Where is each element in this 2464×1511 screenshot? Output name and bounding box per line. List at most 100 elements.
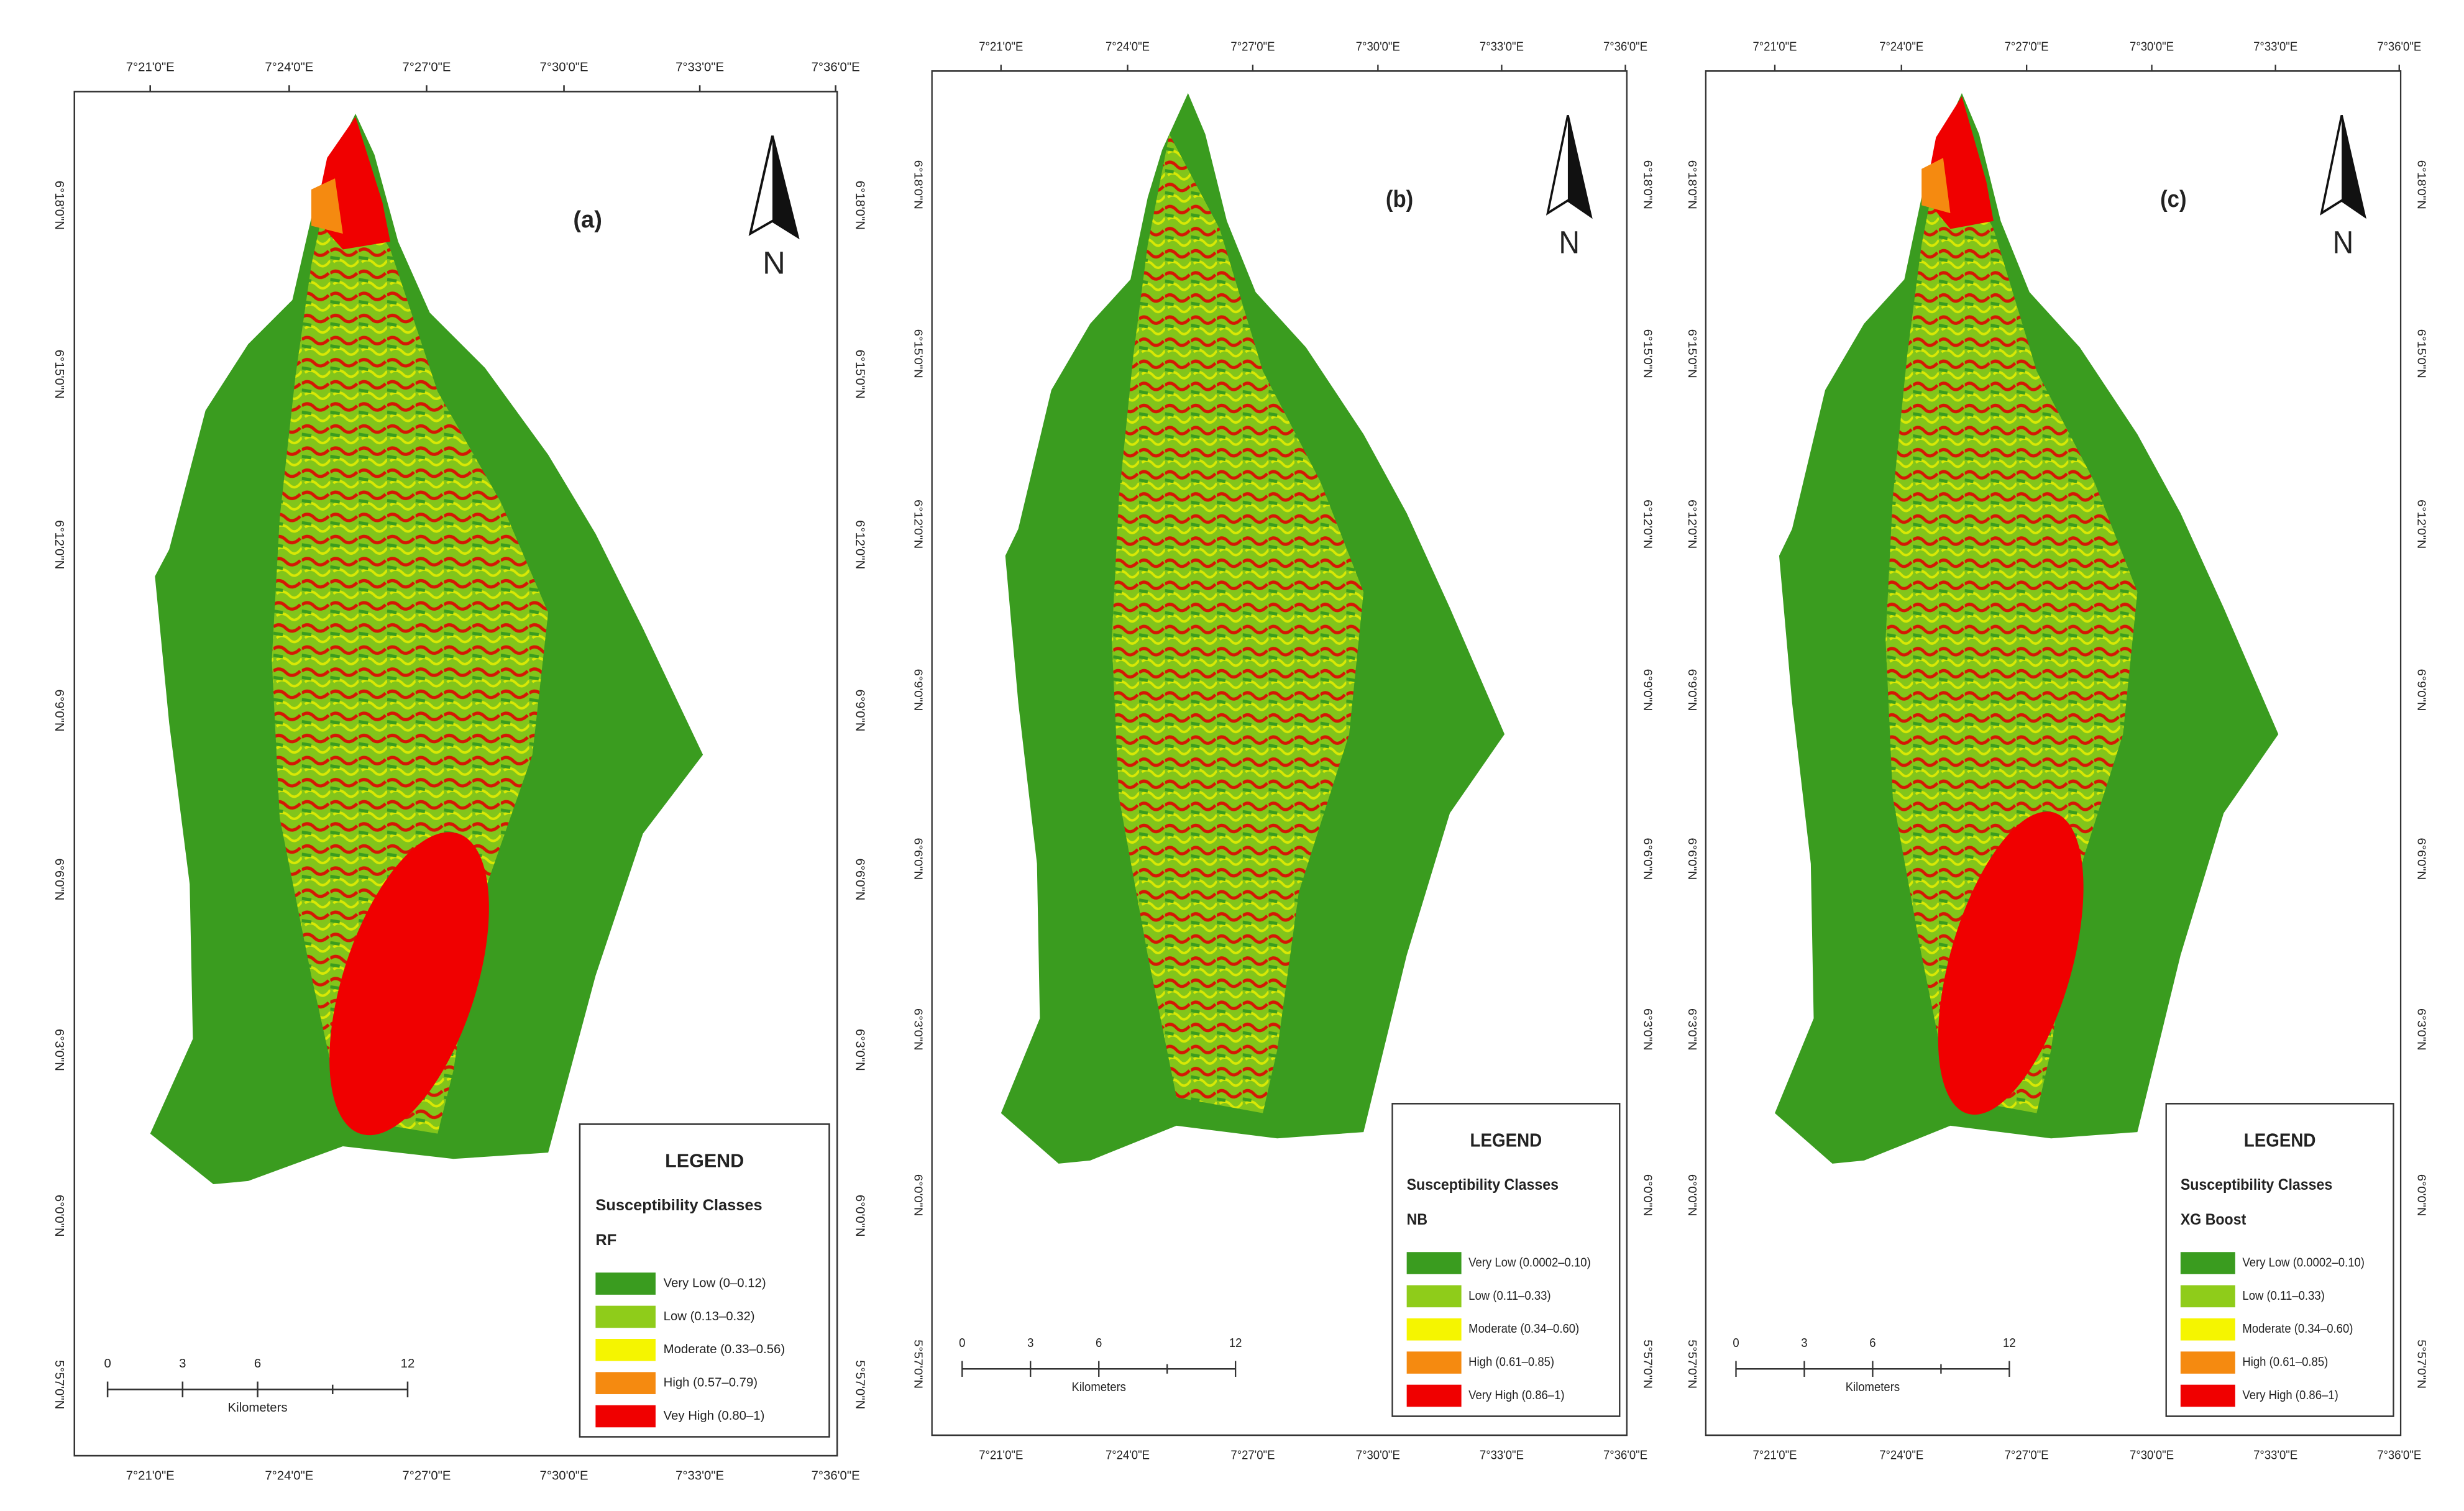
latitude-label: 6°6'0"N <box>2415 838 2428 880</box>
legend-label: Low (0.11–0.33) <box>2242 1289 2324 1303</box>
latitude-label: 6°0'0"N <box>1685 1174 1698 1217</box>
legend-swatch <box>1406 1285 1462 1308</box>
latitude-label: 6°9'0"N <box>52 690 66 732</box>
latitude-label: 6°0'0"N <box>853 1195 866 1237</box>
longitude-label: 7°24'0"E <box>1879 1448 1923 1463</box>
scale-tick-label: 0 <box>959 1336 965 1350</box>
latitude-label: 6°12'0"N <box>853 520 866 569</box>
longitude-label: 7°21'0"E <box>1752 40 1797 54</box>
scale-tick-label: 3 <box>1801 1336 1807 1350</box>
map-panel: 7°21'0"E 7°21'0"E 7°24'0"E 7°24'0"E 7°27'0"E… <box>52 61 866 1483</box>
north-arrow-shade <box>1567 115 1591 217</box>
north-label: N <box>1559 225 1580 260</box>
latitude-label: 6°9'0"N <box>1685 669 1698 711</box>
longitude-label: 7°30'0"E <box>2130 40 2174 54</box>
latitude-label: 6°18'0"N <box>1641 160 1654 209</box>
longitude-label: 7°24'0"E <box>265 1469 313 1482</box>
latitude-label: 6°9'0"N <box>853 690 866 732</box>
longitude-label: 7°24'0"E <box>265 61 313 75</box>
legend-label: Vey High (0.80–1) <box>664 1409 765 1423</box>
longitude-label: 7°33'0"E <box>1480 1448 1524 1463</box>
latitude-label: 6°9'0"N <box>2415 669 2428 711</box>
latitude-label: 6°3'0"N <box>912 1008 925 1051</box>
latitude-label: 6°0'0"N <box>912 1174 925 1217</box>
legend-model: NB <box>1407 1211 1427 1228</box>
legend-swatch <box>2180 1252 2235 1274</box>
longitude-label: 7°24'0"E <box>1106 40 1150 54</box>
north-label: N <box>2333 225 2353 260</box>
legend-swatch <box>595 1339 656 1361</box>
longitude-label: 7°36'0"E <box>812 61 860 75</box>
latitude-label: 6°9'0"N <box>912 669 925 711</box>
latitude-label: 6°12'0"N <box>1641 500 1654 549</box>
latitude-label: 6°18'0"N <box>52 181 66 230</box>
latitude-label: 6°18'0"N <box>2415 160 2428 209</box>
latitude-label: 6°15'0"N <box>2415 329 2428 378</box>
scale-tick-label: 6 <box>254 1357 261 1371</box>
longitude-label: 7°30'0"E <box>1356 40 1400 54</box>
longitude-label: 7°21'0"E <box>1752 1448 1797 1463</box>
latitude-label: 6°3'0"N <box>1641 1008 1654 1051</box>
longitude-label: 7°30'0"E <box>540 1469 589 1482</box>
longitude-label: 7°33'0"E <box>2253 1448 2297 1463</box>
susceptibility-band <box>1112 134 1364 1113</box>
legend-label: Low (0.11–0.33) <box>1468 1289 1550 1303</box>
legend-model: XG Boost <box>2181 1211 2246 1228</box>
legend-swatch <box>2180 1351 2235 1374</box>
longitude-label: 7°27'0"E <box>402 61 451 75</box>
map-panel: 7°21'0"E 7°21'0"E 7°24'0"E 7°24'0"E 7°27'0"E… <box>1685 40 2428 1463</box>
legend-label: Low (0.13–0.32) <box>664 1310 755 1323</box>
longitude-label: 7°36'0"E <box>2377 40 2421 54</box>
legend-label: Moderate (0.33–0.56) <box>664 1343 785 1356</box>
latitude-label: 6°6'0"N <box>912 838 925 880</box>
legend-label: Very Low (0.0002–0.10) <box>1468 1256 1591 1270</box>
legend-title: LEGEND <box>1470 1130 1542 1151</box>
legend-label: Moderate (0.34–0.60) <box>1468 1322 1579 1336</box>
scale-unit: Kilometers <box>1071 1380 1126 1394</box>
longitude-label: 7°30'0"E <box>1356 1448 1400 1463</box>
high-tip <box>311 178 343 234</box>
scale-tick-label: 0 <box>1733 1336 1739 1350</box>
longitude-label: 7°27'0"E <box>1230 1448 1275 1463</box>
legend-label: Moderate (0.34–0.60) <box>2242 1322 2353 1336</box>
latitude-label: 6°12'0"N <box>912 500 925 549</box>
legend-label: High (0.57–0.79) <box>664 1376 758 1390</box>
latitude-label: 6°3'0"N <box>2415 1008 2428 1051</box>
longitude-label: 7°33'0"E <box>1480 40 1524 54</box>
legend-label: Very High (0.86–1) <box>1468 1388 1564 1402</box>
latitude-label: 6°15'0"N <box>1685 329 1698 378</box>
scale-tick-label: 6 <box>1096 1336 1102 1350</box>
map-panel: 7°21'0"E 7°21'0"E 7°24'0"E 7°24'0"E 7°27'0"E… <box>912 40 1654 1463</box>
longitude-label: 7°27'0"E <box>1230 40 1275 54</box>
latitude-label: 6°6'0"N <box>52 859 66 901</box>
latitude-label: 5°57'0"N <box>912 1340 925 1389</box>
legend-swatch <box>595 1405 656 1428</box>
legend-label: Very High (0.86–1) <box>2242 1388 2338 1402</box>
latitude-label: 6°6'0"N <box>1685 838 1698 880</box>
longitude-label: 7°36'0"E <box>2377 1448 2421 1463</box>
latitude-label: 5°57'0"N <box>52 1360 66 1409</box>
latitude-label: 6°15'0"N <box>52 350 66 399</box>
longitude-label: 7°36'0"E <box>812 1469 860 1482</box>
legend-swatch <box>595 1372 656 1394</box>
legend-label: Very Low (0–0.12) <box>664 1276 766 1290</box>
scale-tick-label: 0 <box>104 1357 111 1371</box>
legend-swatch <box>1406 1252 1462 1274</box>
panel-label: (a) <box>573 207 602 233</box>
legend-swatch <box>2180 1384 2235 1407</box>
scale-tick-label: 3 <box>179 1357 186 1371</box>
latitude-label: 6°12'0"N <box>2415 500 2428 549</box>
legend-subtitle: Susceptibility Classes <box>2181 1176 2332 1194</box>
latitude-label: 6°18'0"N <box>912 160 925 209</box>
longitude-label: 7°33'0"E <box>676 1469 724 1482</box>
map-frame <box>73 91 838 1457</box>
latitude-label: 6°15'0"N <box>1641 329 1654 378</box>
longitude-label: 7°27'0"E <box>2005 40 2049 54</box>
longitude-label: 7°24'0"E <box>1879 40 1923 54</box>
latitude-label: 6°0'0"N <box>2415 1174 2428 1217</box>
latitude-label: 6°3'0"N <box>1685 1008 1698 1051</box>
latitude-label: 6°12'0"N <box>1685 500 1698 549</box>
legend-label: High (0.61–0.85) <box>2242 1355 2328 1369</box>
